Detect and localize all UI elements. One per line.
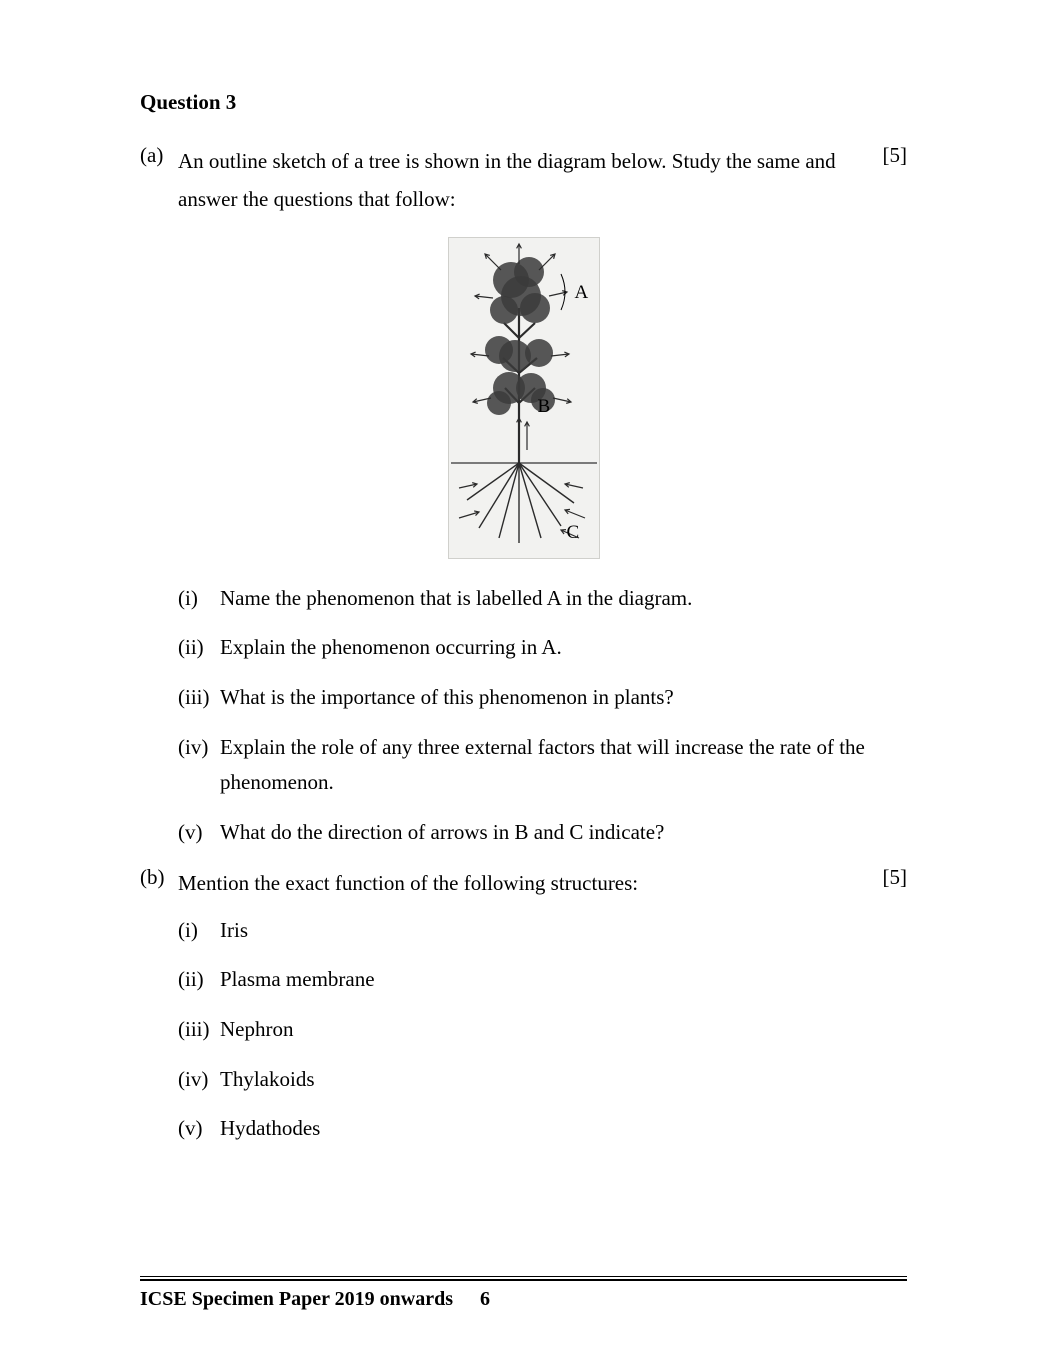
footer-rule	[140, 1276, 907, 1281]
sub-text: Explain the phenomenon occurring in A.	[220, 630, 907, 666]
diagram-label-b: B	[538, 396, 551, 418]
sub-item: (iv) Thylakoids	[178, 1062, 907, 1098]
tree-diagram: A B C	[448, 237, 600, 559]
sub-label: (iii)	[178, 680, 220, 716]
sub-text: Thylakoids	[220, 1062, 907, 1098]
sub-label: (iv)	[178, 730, 220, 766]
part-text: An outline sketch of a tree is shown in …	[178, 143, 867, 219]
diagram-label-a: A	[575, 282, 589, 304]
sub-text: Iris	[220, 913, 907, 949]
page: Question 3 (a) An outline sketch of a tr…	[0, 0, 1047, 1355]
sub-text: Plasma membrane	[220, 962, 907, 998]
part-text: Mention the exact function of the follow…	[178, 865, 867, 903]
sub-item: (iv) Explain the role of any three exter…	[178, 730, 907, 801]
sub-text: Explain the role of any three external f…	[220, 730, 907, 801]
sub-label: (iii)	[178, 1012, 220, 1048]
sub-label: (i)	[178, 581, 220, 617]
question-title: Question 3	[140, 90, 907, 115]
sub-item: (ii) Plasma membrane	[178, 962, 907, 998]
sub-text: Hydathodes	[220, 1111, 907, 1147]
sub-text: Name the phenomenon that is labelled A i…	[220, 581, 907, 617]
part-a-row: (a) An outline sketch of a tree is shown…	[140, 143, 907, 219]
sub-item: (i) Iris	[178, 913, 907, 949]
footer: ICSE Specimen Paper 2019 onwards 6	[140, 1288, 490, 1311]
sub-item: (iii) What is the importance of this phe…	[178, 680, 907, 716]
sub-text: What do the direction of arrows in B and…	[220, 815, 907, 851]
sub-label: (v)	[178, 1111, 220, 1147]
part-marks: [5]	[867, 865, 907, 890]
part-label: (b)	[140, 865, 178, 890]
part-marks: [5]	[867, 143, 907, 168]
sub-label: (ii)	[178, 962, 220, 998]
sub-item: (ii) Explain the phenomenon occurring in…	[178, 630, 907, 666]
footer-page-number: 6	[480, 1288, 490, 1310]
diagram-container: A B C	[140, 237, 907, 559]
sub-label: (i)	[178, 913, 220, 949]
sub-label: (iv)	[178, 1062, 220, 1098]
sub-text: Nephron	[220, 1012, 907, 1048]
part-a-subs: (i) Name the phenomenon that is labelled…	[178, 581, 907, 851]
sub-item: (v) What do the direction of arrows in B…	[178, 815, 907, 851]
sub-text: What is the importance of this phenomeno…	[220, 680, 907, 716]
sub-item: (i) Name the phenomenon that is labelled…	[178, 581, 907, 617]
sub-item: (iii) Nephron	[178, 1012, 907, 1048]
part-label: (a)	[140, 143, 178, 168]
sub-label: (ii)	[178, 630, 220, 666]
part-b-row: (b) Mention the exact function of the fo…	[140, 865, 907, 903]
sub-label: (v)	[178, 815, 220, 851]
sub-item: (v) Hydathodes	[178, 1111, 907, 1147]
footer-title: ICSE Specimen Paper 2019 onwards	[140, 1288, 453, 1310]
part-b-subs: (i) Iris (ii) Plasma membrane (iii) Neph…	[178, 913, 907, 1147]
diagram-label-c: C	[567, 522, 580, 544]
